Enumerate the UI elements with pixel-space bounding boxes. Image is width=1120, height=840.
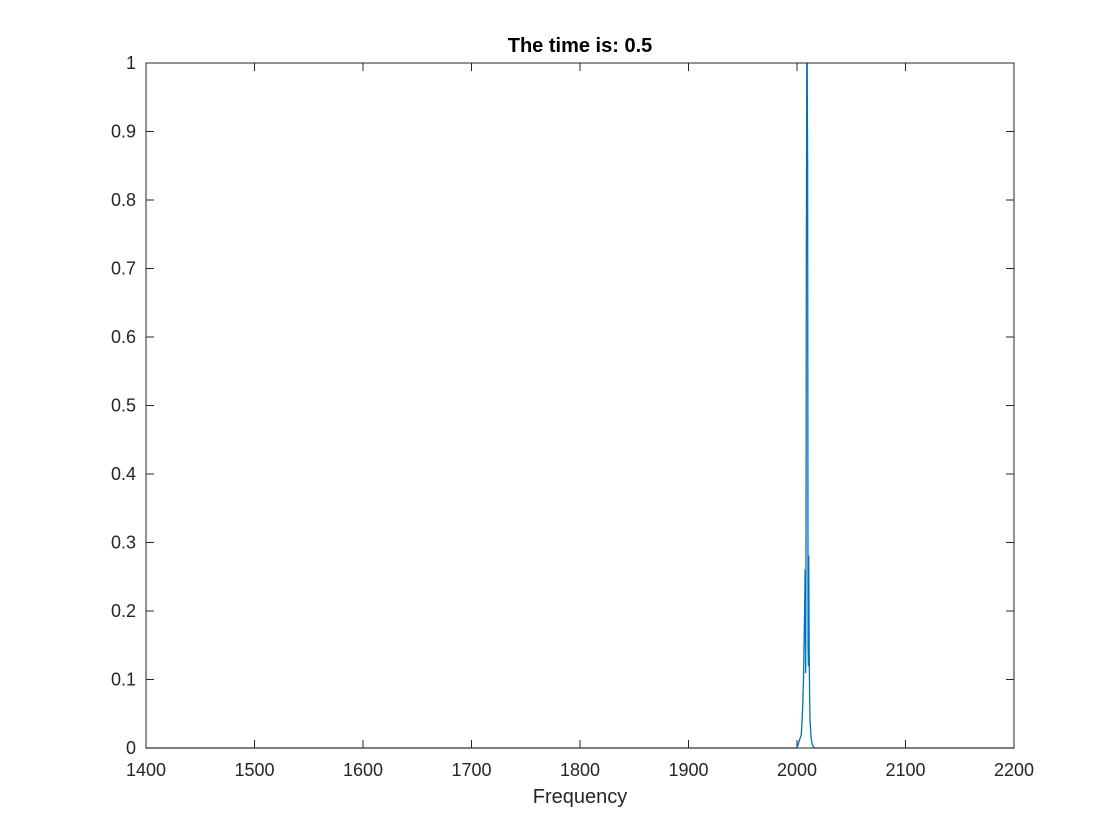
x-tick-label: 1800: [560, 760, 600, 780]
axes-background: [146, 63, 1014, 748]
x-tick-label: 2100: [885, 760, 925, 780]
x-tick-label: 1600: [343, 760, 383, 780]
y-tick-label: 0.2: [111, 601, 136, 621]
x-tick-label: 1700: [451, 760, 491, 780]
y-tick-label: 0: [126, 738, 136, 758]
x-tick-label: 1500: [234, 760, 274, 780]
x-tick-labels: 1400 1500 1600 1700 1800 1900 2000 2100 2200: [126, 760, 1034, 780]
x-tick-label: 2200: [994, 760, 1034, 780]
y-tick-label: 1: [126, 53, 136, 73]
y-tick-label: 0.7: [111, 259, 136, 279]
y-tick-label: 0.9: [111, 122, 136, 142]
y-tick-label: 0.6: [111, 327, 136, 347]
y-tick-label: 0.1: [111, 670, 136, 690]
chart-title: The time is: 0.5: [508, 35, 653, 57]
x-tick-label: 1900: [668, 760, 708, 780]
y-tick-label: 0.5: [111, 396, 136, 416]
axes-box: [145, 62, 1015, 749]
x-axis-label: Frequency: [533, 786, 628, 808]
x-tick-label: 1400: [126, 760, 166, 780]
y-tick-label: 0.4: [111, 464, 136, 484]
x-tick-label: 2000: [777, 760, 817, 780]
y-tick-labels: 0 0.1 0.2 0.3 0.4 0.5 0.6 0.7 0.8 0.9 1: [111, 53, 136, 758]
y-tick-label: 0.3: [111, 533, 136, 553]
y-tick-label: 0.8: [111, 190, 136, 210]
